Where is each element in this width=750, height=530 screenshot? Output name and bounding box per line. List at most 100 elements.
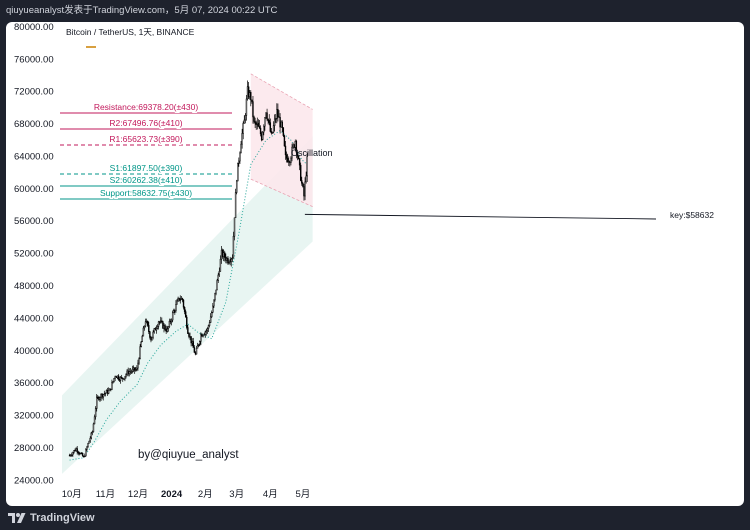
candle-up [238,160,240,164]
candle-up [179,299,181,301]
candle-up [246,86,249,100]
candle-up [102,394,104,398]
candle-up [191,341,193,344]
descending-channel-fill [250,73,313,207]
chart-panel[interactable]: Resistance:69378.20(±430) R2:67496.76(±41… [6,22,744,506]
candle-up [244,115,247,121]
level-label-support: S2:60262.38(±410) [110,175,183,185]
publication-caption: qiuyueanalyst发表于TradingView.com，5月 07, 2… [6,5,278,16]
candle-up [202,334,204,337]
candle-up [216,280,218,291]
candle-down [117,375,120,380]
candle-down [254,121,256,123]
level-label-support: Support:58632.75(±430) [100,188,192,198]
y-tick-label: 32000.00 [14,411,54,422]
x-tick-label: 2024 [161,489,183,500]
candle-up [203,334,205,336]
candle-down [81,452,84,457]
candle-down [77,451,79,454]
candle-down [225,257,227,261]
candle-down [282,127,285,136]
candle-up [243,119,245,124]
candle-up [109,388,111,391]
candle-up [92,423,95,433]
candle-up [264,117,266,127]
candle-up [231,257,234,260]
candle-down [295,140,298,153]
candle-up [288,161,290,163]
candle-up [218,271,221,276]
candle-down [158,321,161,323]
candle-up [294,140,296,148]
candle-up [151,336,153,341]
candle-up [136,367,138,370]
candle-down [253,116,255,122]
candle-up [86,446,88,450]
candle-up [75,448,77,452]
candle-up [84,455,86,457]
candle-down [106,390,109,394]
candle-up [105,390,108,394]
candle-down [97,396,99,399]
x-tick-label: 12月 [128,489,148,500]
level-label-resistance: Resistance:69378.20(±430) [94,102,199,112]
candle-down [184,311,187,318]
candle-up [72,452,74,456]
x-tick-label: 10月 [62,489,82,500]
candle-up [249,92,251,98]
candle-down [182,299,185,308]
candle-down [278,116,280,118]
candle-down [201,334,203,337]
ascending-channel-fill [62,136,313,474]
candle-up [275,118,277,120]
y-tick-label: 68000.00 [14,119,54,130]
candle-up [273,118,276,126]
candle-up [304,181,306,197]
candle-down [193,347,196,353]
candle-up [129,371,132,373]
candle-up [240,143,242,154]
level-label-resistance: R2:67496.76(±410) [109,118,182,128]
candle-down [83,455,85,458]
candle-down [148,325,150,332]
y-tick-label: 48000.00 [14,281,54,292]
candle-down [289,161,291,163]
candle-up [189,336,191,338]
candlestick-chart[interactable]: Resistance:69378.20(±430) R2:67496.76(±41… [6,22,744,506]
candle-up [208,322,211,326]
candle-down [161,320,163,322]
footer-bar: TradingView [0,506,750,530]
y-tick-label: 24000.00 [14,475,54,486]
candle-up [306,156,308,177]
candle-up [271,131,274,134]
candle-down [101,393,103,398]
candle-down [74,450,76,452]
watermark-author: by@qiuyue_analyst [138,449,239,461]
candle-up [104,392,107,395]
x-tick-label: 4月 [263,489,278,500]
candle-up [204,331,206,335]
candle-up [139,346,141,359]
candle-down [98,396,100,400]
candle-down [250,92,252,101]
candle-down [296,151,299,157]
candle-up [73,450,75,453]
candle-down [270,131,273,134]
candle-down [247,86,250,98]
candle-down [165,329,167,332]
candle-up [87,443,89,448]
candle-down [122,377,124,380]
candle-up [219,258,222,272]
y-tick-label: 28000.00 [14,443,54,454]
candle-up [131,368,134,372]
y-tick-label: 80000.00 [14,22,54,33]
candle-down [164,325,166,330]
candle-up [71,454,73,456]
candle-up [91,431,94,434]
candle-up [272,125,275,133]
candle-up [124,376,126,380]
candle-up [280,121,282,128]
candle-up [90,432,92,439]
candle-up [195,347,198,355]
candle-up [144,321,147,327]
